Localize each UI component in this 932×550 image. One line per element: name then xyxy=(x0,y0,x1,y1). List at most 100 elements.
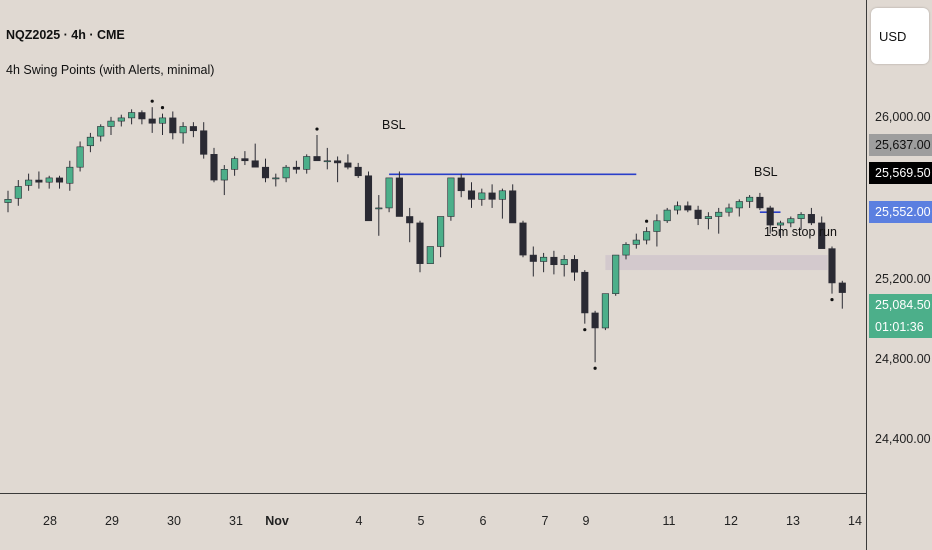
candle-bear xyxy=(467,190,476,200)
candlestick-chart[interactable] xyxy=(0,0,866,493)
bar-countdown: 01:01:36 xyxy=(869,316,932,338)
candle-bear xyxy=(529,254,537,262)
candle-bull xyxy=(622,244,630,256)
swing-point-dot xyxy=(160,106,165,110)
candle-bull xyxy=(478,192,486,200)
price-tick: 24,400.00 xyxy=(875,432,931,446)
candle-bull xyxy=(797,214,805,219)
candle-bull xyxy=(653,220,661,232)
candle-bull xyxy=(66,166,74,184)
candle-bear xyxy=(818,222,826,249)
candle-bull xyxy=(673,205,682,211)
candle-bull xyxy=(560,259,568,266)
time-axis[interactable] xyxy=(0,493,866,550)
currency-button[interactable]: USD xyxy=(871,8,929,64)
candle-bull xyxy=(663,209,671,222)
candle-bull xyxy=(117,117,125,122)
candle-bull xyxy=(447,177,455,217)
time-tick-month: Nov xyxy=(265,514,289,528)
candle-bull xyxy=(282,166,290,179)
candle-bear xyxy=(138,112,146,120)
candle-bull xyxy=(746,196,754,202)
swing-point-dot xyxy=(830,298,834,302)
candle-bear xyxy=(581,271,589,314)
candle-bear xyxy=(509,190,517,224)
candle-bear xyxy=(334,160,342,164)
price-axis[interactable] xyxy=(866,0,932,550)
swing-point-dot xyxy=(583,328,587,332)
time-tick: 5 xyxy=(417,514,425,528)
candle-bear xyxy=(200,130,208,155)
candle-bull xyxy=(426,246,434,264)
candle-bear xyxy=(807,214,815,224)
candle-bull xyxy=(158,117,167,124)
chart-area[interactable] xyxy=(0,0,866,493)
candle-bear xyxy=(55,177,64,183)
price-label-level: 25,552.00 xyxy=(869,201,932,223)
candle-bear xyxy=(210,154,218,181)
candle-bull xyxy=(272,177,280,180)
candle-bull xyxy=(97,126,105,137)
candle-bear xyxy=(241,158,249,162)
candle-bull xyxy=(540,256,548,262)
candle-bull xyxy=(437,216,445,247)
candle-bull xyxy=(735,201,743,209)
candle-bear xyxy=(364,175,373,222)
candle-bear xyxy=(550,256,558,266)
candle-bear xyxy=(684,205,692,211)
candle-bull xyxy=(704,216,712,219)
candle-bear xyxy=(354,166,362,177)
candle-bear xyxy=(344,162,352,168)
bsl-label-right: BSL xyxy=(754,165,778,179)
time-tick: 14 xyxy=(848,514,862,528)
candle-bull xyxy=(45,177,53,183)
candle-bear xyxy=(251,160,259,168)
candle-bear xyxy=(766,207,774,226)
swing-point-dot xyxy=(645,219,649,223)
price-tick: 25,200.00 xyxy=(875,272,931,286)
candle-bull xyxy=(776,222,785,226)
candle-bear xyxy=(189,126,197,132)
time-tick: 9 xyxy=(582,514,590,528)
symbol-title[interactable]: NQZ2025 · 4h · CME xyxy=(6,28,125,42)
candle-bear xyxy=(261,166,270,179)
imbalance-zone xyxy=(605,255,828,271)
price-tick: 24,800.00 xyxy=(875,352,931,366)
time-tick: 28 xyxy=(43,514,57,528)
time-tick: 4 xyxy=(355,514,363,528)
candle-bull xyxy=(632,239,640,245)
candle-bull xyxy=(303,156,311,170)
stop-run-label: 15m stop run xyxy=(764,225,837,239)
candle-bull xyxy=(76,146,84,168)
price-label-crosshair: 25,569.50 xyxy=(869,162,932,184)
candle-bear xyxy=(828,248,836,284)
candle-bull xyxy=(86,136,94,147)
candle-bull xyxy=(231,158,239,170)
candle-bear xyxy=(694,209,702,219)
candle-bear xyxy=(838,282,846,293)
swing-point-dot xyxy=(315,127,319,131)
candle-bull xyxy=(725,207,733,213)
swing-point-dot xyxy=(150,99,154,103)
time-tick: 30 xyxy=(167,514,181,528)
candle-bull xyxy=(220,169,228,181)
candle-bull xyxy=(107,120,115,127)
time-tick: 31 xyxy=(229,514,243,528)
candle-bull xyxy=(612,254,620,294)
indicator-title[interactable]: 4h Swing Points (with Alerts, minimal) xyxy=(6,63,215,77)
candle-bear xyxy=(488,192,496,200)
swing-point-dot xyxy=(593,366,597,370)
candle-bear xyxy=(395,177,403,217)
time-tick: 12 xyxy=(724,514,738,528)
time-tick: 7 xyxy=(541,514,549,528)
candle-bull xyxy=(128,112,136,119)
candle-bull xyxy=(4,199,12,203)
price-label-swing-high: 25,637.00 xyxy=(869,134,932,156)
candle-bear xyxy=(148,118,156,124)
candle-bear xyxy=(35,179,43,183)
candle-bull xyxy=(323,160,331,163)
candle-bear xyxy=(406,216,414,224)
candle-bear xyxy=(570,259,579,273)
candle-bear xyxy=(169,117,177,134)
candle-bear xyxy=(519,222,527,256)
